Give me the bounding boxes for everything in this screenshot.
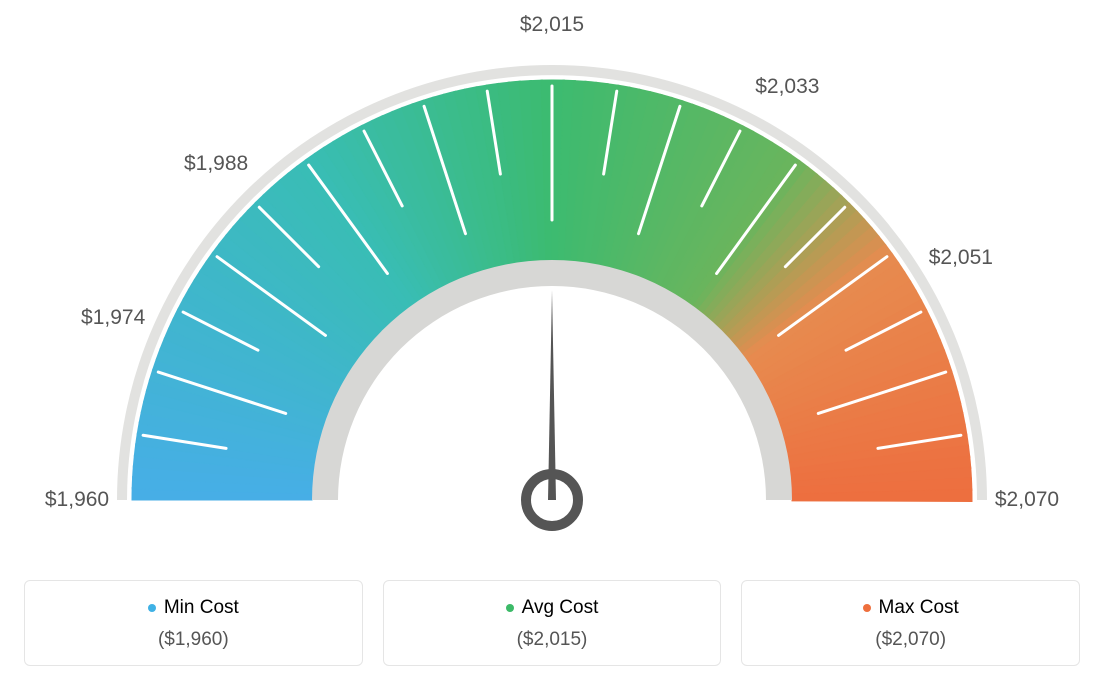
axis-label: $2,070: [995, 488, 1059, 512]
legend-label-min: Min Cost: [148, 597, 239, 619]
axis-label: $2,033: [755, 75, 819, 99]
legend-card-max: Max Cost ($2,070): [741, 580, 1080, 666]
axis-label: $1,960: [45, 488, 109, 512]
dot-icon: [506, 604, 514, 612]
legend-value-min: ($1,960): [35, 629, 352, 651]
legend-label-text: Min Cost: [164, 597, 239, 619]
gauge-svg: [0, 0, 1104, 560]
legend-card-min: Min Cost ($1,960): [24, 580, 363, 666]
legend-label-text: Max Cost: [879, 597, 959, 619]
legend-card-avg: Avg Cost ($2,015): [383, 580, 722, 666]
legend-label-max: Max Cost: [863, 597, 959, 619]
legend-value-avg: ($2,015): [394, 629, 711, 651]
legend-value-max: ($2,070): [752, 629, 1069, 651]
legend-label-text: Avg Cost: [522, 597, 599, 619]
gauge: $1,960 $1,974 $1,988 $2,015 $2,033 $2,051 $2,0…: [0, 0, 1104, 560]
axis-label: $2,015: [520, 13, 584, 37]
dot-icon: [863, 604, 871, 612]
axis-label: $2,051: [929, 246, 993, 270]
chart-container: $1,960 $1,974 $1,988 $2,015 $2,033 $2,051 $2,0…: [0, 0, 1104, 690]
legend: Min Cost ($1,960) Avg Cost ($2,015) Max …: [24, 580, 1080, 666]
legend-label-avg: Avg Cost: [506, 597, 599, 619]
dot-icon: [148, 604, 156, 612]
axis-label: $1,988: [184, 152, 248, 176]
axis-label: $1,974: [81, 306, 145, 330]
